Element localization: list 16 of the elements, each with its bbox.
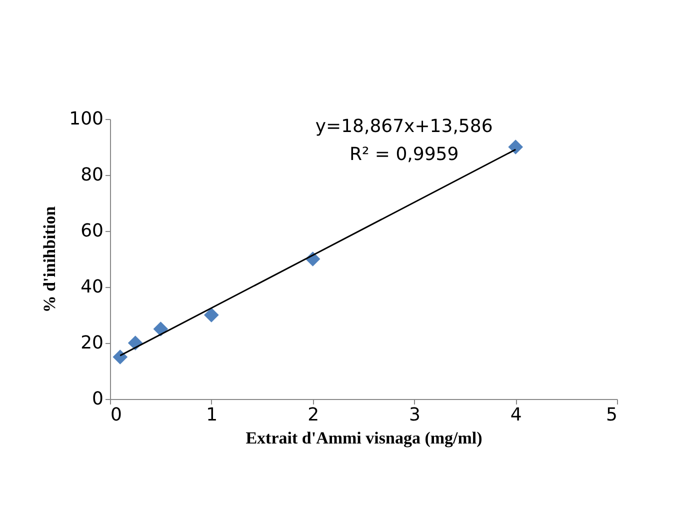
y-tick-label: 0 (92, 388, 104, 410)
annotation: R² = 0,9959 (349, 144, 459, 165)
y-tick-label: 60 (80, 220, 104, 242)
y-tick-label: 40 (80, 276, 104, 298)
y-tick-label: 100 (69, 108, 104, 130)
x-tick-label: 1 (206, 404, 218, 426)
y-tick-label: 80 (80, 164, 104, 186)
x-tick-label: 2 (308, 404, 320, 426)
x-tick-label: 3 (408, 404, 420, 426)
y-axis-title: % d'inihbition (40, 206, 60, 313)
x-tick-label: 5 (606, 404, 618, 426)
x-tick-label: 0 (110, 404, 122, 426)
x-axis-title: Extrait d'Ammi visnaga (mg/ml) (246, 428, 482, 448)
y-tick-label: 20 (80, 332, 104, 354)
x-tick-label: 4 (510, 404, 522, 426)
annotation: y=18,867x+13,586 (315, 116, 493, 137)
